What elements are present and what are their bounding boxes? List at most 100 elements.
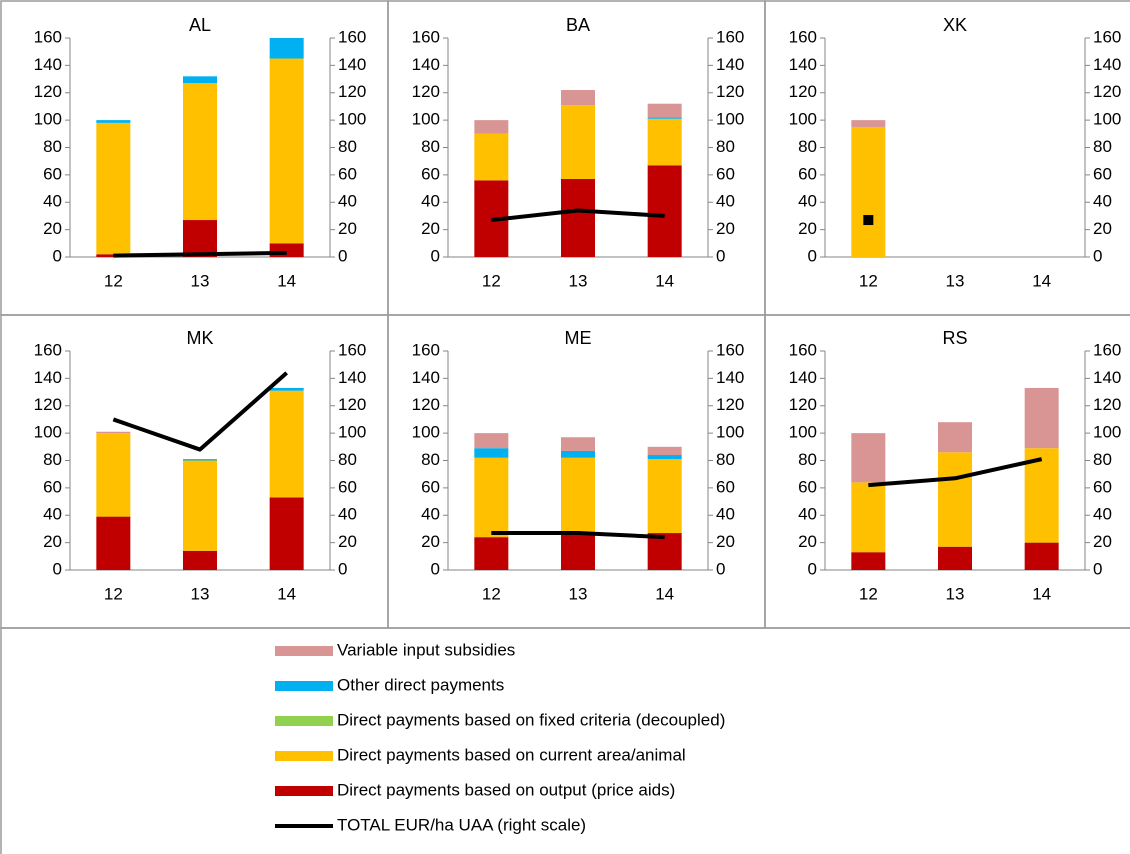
bar-segment — [96, 433, 131, 517]
y2-tick-label: 80 — [1093, 137, 1112, 156]
y2-tick-label: 120 — [716, 395, 744, 414]
x-tick-label: 12 — [859, 271, 878, 290]
y-tick-label: 60 — [43, 477, 62, 496]
y-tick-label: 60 — [421, 164, 440, 183]
legend-label: Direct payments based on fixed criteria … — [337, 710, 725, 729]
bar-segment — [474, 448, 509, 458]
x-tick-label: 13 — [191, 271, 210, 290]
y-tick-label: 60 — [798, 164, 817, 183]
legend-swatch — [275, 786, 333, 796]
chart-title: ME — [565, 328, 592, 348]
bar-segment — [561, 450, 595, 458]
bar-segment — [647, 455, 682, 460]
y-tick-label: 20 — [421, 532, 440, 551]
bar-segment — [183, 459, 217, 461]
y2-tick-label: 160 — [338, 340, 366, 359]
bar-segment — [96, 516, 131, 570]
y2-tick-label: 0 — [716, 246, 725, 265]
bar-segment — [474, 433, 509, 449]
chart-title: BA — [566, 15, 590, 35]
y2-tick-label: 40 — [1093, 505, 1112, 524]
bar-segment — [183, 76, 217, 84]
y2-tick-label: 140 — [338, 55, 366, 74]
legend-swatch — [275, 716, 333, 726]
bar-segment — [851, 120, 886, 127]
y-tick-label: 0 — [53, 246, 62, 265]
y2-tick-label: 40 — [338, 192, 357, 211]
y2-tick-label: 60 — [1093, 477, 1112, 496]
legend-label: Other direct payments — [337, 675, 504, 694]
bar-segment — [269, 497, 304, 570]
bar-segment — [269, 390, 304, 498]
legend-box — [0, 627, 1130, 854]
bar-segment — [269, 38, 304, 59]
y2-tick-label: 160 — [716, 27, 744, 46]
y-tick-label: 140 — [412, 368, 440, 387]
y-tick-label: 140 — [34, 368, 62, 387]
y2-tick-label: 100 — [716, 423, 744, 442]
y2-tick-label: 40 — [338, 505, 357, 524]
y-tick-label: 100 — [34, 110, 62, 129]
y-tick-label: 60 — [43, 164, 62, 183]
total-line — [491, 531, 665, 540]
bar-segment — [851, 126, 886, 257]
bar-segment — [474, 133, 509, 181]
total-line — [113, 250, 287, 258]
bar-segment — [96, 431, 131, 434]
y2-tick-label: 120 — [338, 82, 366, 101]
y-tick-label: 140 — [34, 55, 62, 74]
y-tick-label: 0 — [431, 246, 440, 265]
legend-swatch — [275, 681, 333, 691]
total-line — [491, 208, 665, 223]
y-tick-label: 100 — [412, 110, 440, 129]
bar-segment — [938, 452, 972, 547]
y-tick-label: 140 — [789, 55, 817, 74]
y-tick-label: 0 — [53, 559, 62, 578]
y-tick-label: 100 — [412, 423, 440, 442]
bar-segment — [561, 437, 595, 451]
y-tick-label: 40 — [798, 192, 817, 211]
y2-tick-label: 160 — [1093, 340, 1121, 359]
y2-tick-label: 100 — [1093, 110, 1121, 129]
bar-segment — [647, 117, 682, 119]
legend-swatch — [275, 751, 333, 761]
y2-tick-label: 20 — [716, 532, 735, 551]
y-tick-label: 100 — [34, 423, 62, 442]
legend-swatch — [275, 646, 333, 656]
bar-segment — [561, 105, 595, 179]
bar-segment — [1024, 542, 1059, 570]
y-tick-label: 20 — [798, 219, 817, 238]
y-tick-label: 160 — [34, 27, 62, 46]
y2-tick-label: 20 — [338, 219, 357, 238]
bar-segment — [561, 533, 595, 570]
x-tick-label: 13 — [569, 584, 588, 603]
x-tick-label: 12 — [104, 271, 123, 290]
y2-tick-label: 100 — [338, 110, 366, 129]
y-tick-label: 160 — [34, 340, 62, 359]
y2-tick-label: 80 — [716, 450, 735, 469]
y-tick-label: 80 — [798, 137, 817, 156]
bar-segment — [647, 165, 682, 257]
y2-tick-label: 80 — [716, 137, 735, 156]
bar-segment — [561, 90, 595, 106]
bar-segment — [938, 546, 972, 570]
x-tick-label: 13 — [191, 584, 210, 603]
y-tick-label: 160 — [412, 27, 440, 46]
chart-title: XK — [943, 15, 967, 35]
y2-tick-label: 80 — [338, 450, 357, 469]
bar-segment — [1024, 448, 1059, 543]
y2-tick-label: 140 — [1093, 368, 1121, 387]
x-tick-label: 13 — [946, 584, 965, 603]
bar-segment — [183, 550, 217, 570]
x-tick-label: 13 — [946, 271, 965, 290]
y2-tick-label: 20 — [338, 532, 357, 551]
bar-segment — [1024, 387, 1059, 449]
y2-tick-label: 0 — [338, 246, 347, 265]
y-tick-label: 40 — [43, 505, 62, 524]
y2-tick-label: 160 — [716, 340, 744, 359]
bar-segment — [851, 552, 886, 570]
legend-label: Direct payments based on output (price a… — [337, 780, 675, 799]
y2-tick-label: 0 — [1093, 246, 1102, 265]
y2-tick-label: 100 — [716, 110, 744, 129]
y-tick-label: 120 — [412, 82, 440, 101]
